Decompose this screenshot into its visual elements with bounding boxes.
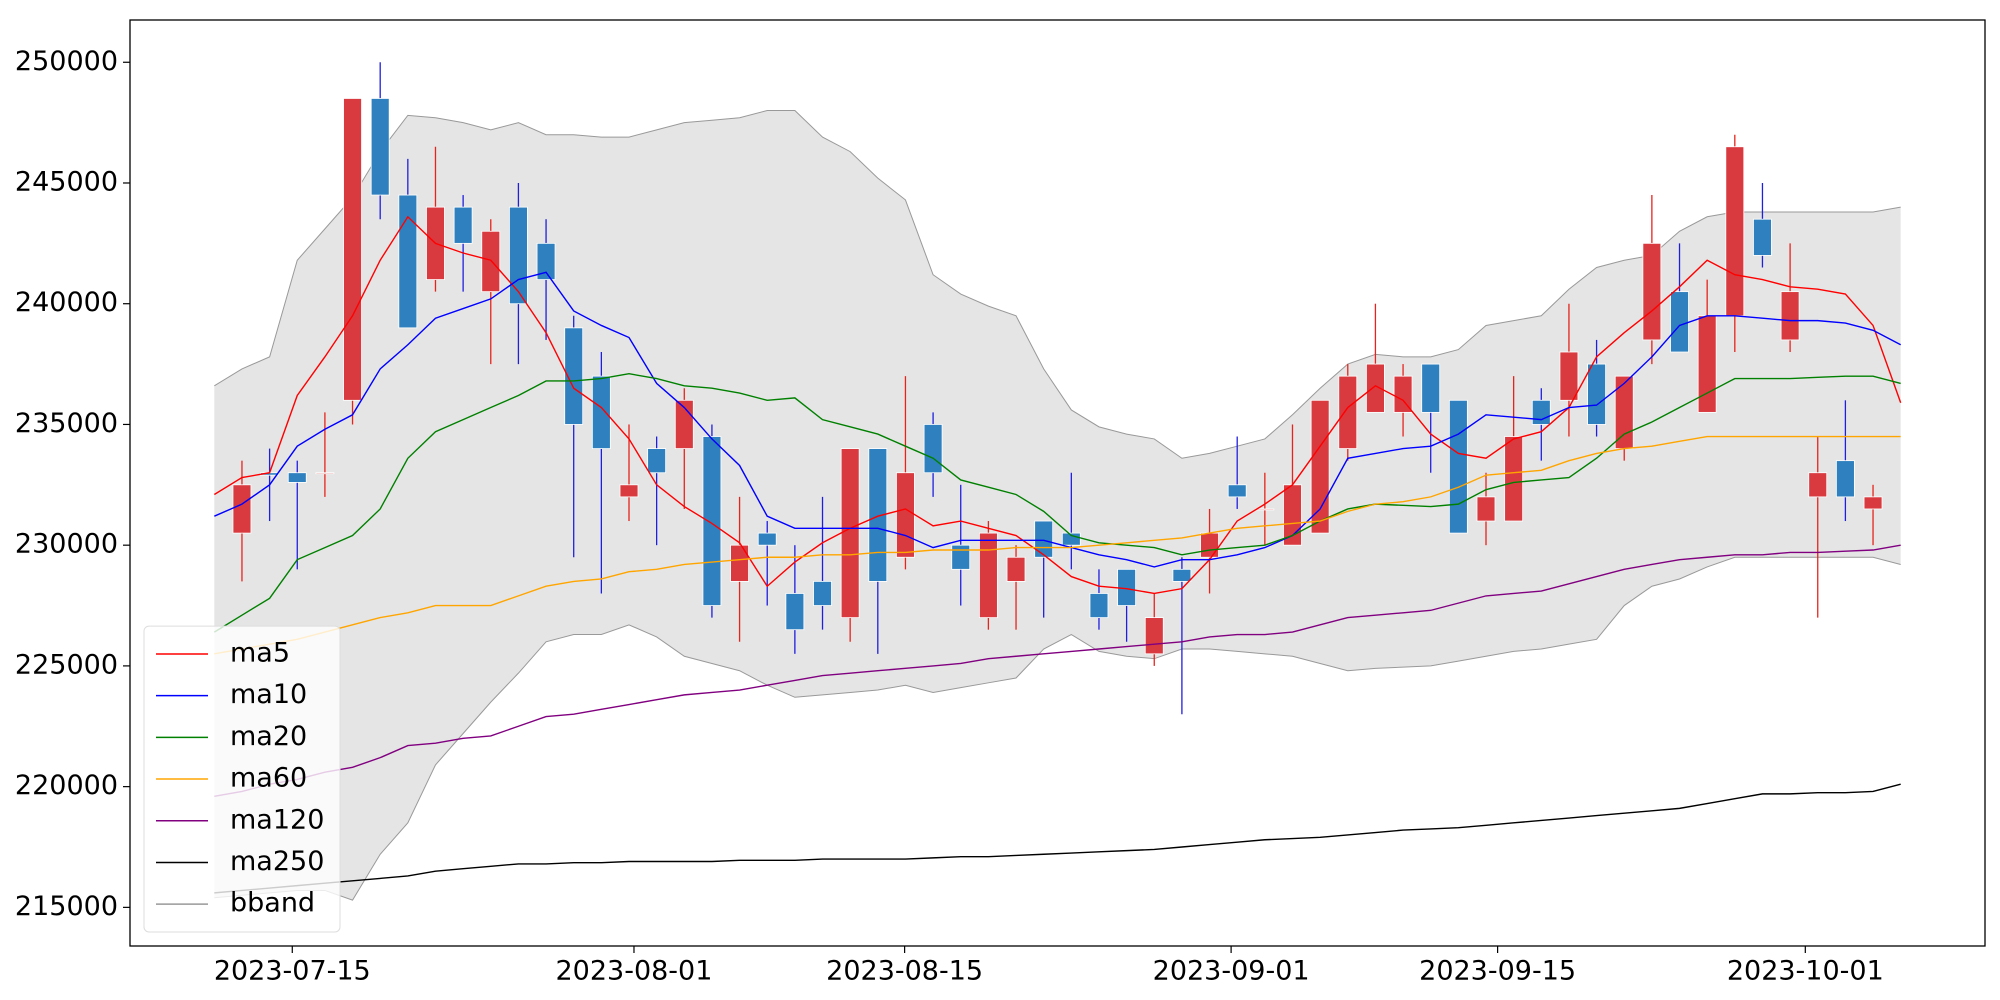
candle-body [1780,291,1800,341]
candle-body [509,206,528,305]
candle-body [757,532,777,546]
legend: ma5 ma10 ma20 ma60 ma120 ma250 bband [143,625,341,933]
x-tick-label: 2023-08-15 [826,956,983,987]
candle-body [923,424,943,474]
candle-body [1448,399,1468,534]
ma-line [214,544,1901,797]
legend-label: bband [230,888,315,919]
x-tick-label: 2023-07-15 [214,956,371,987]
candle-body [1697,315,1717,413]
candle-body [1614,375,1634,449]
candle-body [1559,351,1579,401]
candle-body [1808,472,1828,498]
ma-line [213,215,1902,595]
y-tick-label: 235000 [15,408,118,439]
candle-body [619,484,639,498]
candle-body [1144,617,1164,655]
candle-body [1006,556,1026,582]
legend-box [143,625,341,933]
y-tick-label: 240000 [15,287,118,318]
y-tick-label: 245000 [15,166,118,197]
candle-body [702,436,722,606]
candle-body [1200,532,1219,558]
candle-body [868,448,888,582]
candle-body [343,98,362,401]
candle-body [1255,508,1275,511]
legend-label: ma120 [230,804,324,835]
bband-lower [214,556,1901,901]
legend-label: ma10 [230,679,307,710]
bband-upper [214,110,1901,459]
x-tick-label: 2023-09-15 [1419,956,1576,987]
candle-body [287,472,307,483]
candle-body [370,98,390,196]
legend-label: ma250 [230,846,324,877]
candle-body [840,448,860,619]
ma-line [214,271,1902,568]
y-tick-label: 220000 [15,770,118,801]
candle-body [232,484,252,534]
candle-body [896,472,915,558]
candle-body [1836,460,1855,498]
candle-body [1227,484,1247,498]
candle-body [1504,436,1524,522]
candle-body [1310,399,1330,534]
legend-label: ma5 [230,637,290,668]
candle-body [315,472,335,475]
ma-line [214,435,1901,655]
candle-body [951,544,971,570]
bband-fill [214,110,1901,901]
x-tick-label: 2023-08-01 [556,956,713,987]
candle-body [730,544,749,582]
candle-body [1034,520,1054,558]
candle-body [536,242,556,280]
candle-body [785,593,805,631]
candle-body [1089,593,1109,619]
candle-body [1366,363,1385,413]
candle-body [1670,291,1689,353]
candle-body [1393,375,1413,413]
candle-body [1421,363,1441,413]
candle-body [453,206,473,244]
x-tick-label: 2023-10-01 [1727,956,1884,987]
candle-body [1642,242,1662,341]
candle-body [813,580,832,606]
candle-body [1863,496,1883,510]
legend-label: ma60 [230,763,307,794]
candle-body [1531,399,1551,425]
legend-label: ma20 [230,721,307,752]
candle-body [564,327,584,425]
ma-line [213,373,1901,633]
candle-body [591,375,611,449]
candle-body [1587,363,1606,425]
candle-body [1725,146,1745,317]
plot-frame [129,19,1986,947]
candle-body [647,448,667,474]
x-tick-label: 2023-09-01 [1153,956,1310,987]
candle-body [979,532,998,619]
y-tick-label: 250000 [15,46,118,77]
candle-body [1476,496,1496,522]
candle-body [481,230,501,293]
y-tick-label: 230000 [15,529,118,560]
ma-line [214,783,1901,894]
candle-body [398,194,418,329]
candle-body [1338,375,1358,449]
candle-body [1172,568,1192,582]
y-tick-label: 215000 [15,891,118,922]
candle-body [1753,218,1772,256]
y-tick-label: 225000 [15,649,118,680]
